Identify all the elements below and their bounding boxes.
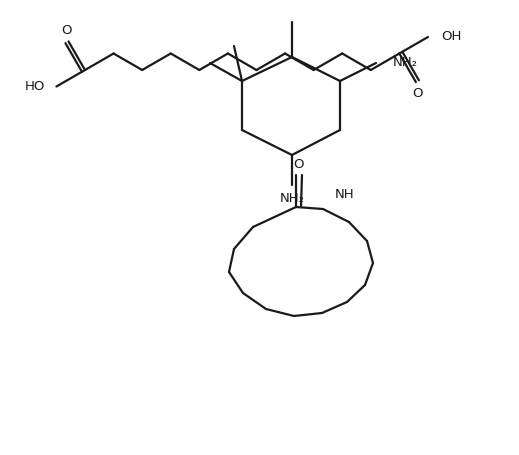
Text: NH: NH [335,188,354,202]
Text: NH₂: NH₂ [393,56,418,70]
Text: O: O [413,86,423,100]
Text: O: O [61,24,72,37]
Text: OH: OH [441,30,461,44]
Text: NH₂: NH₂ [280,192,305,204]
Text: HO: HO [25,80,46,93]
Text: O: O [294,158,304,172]
